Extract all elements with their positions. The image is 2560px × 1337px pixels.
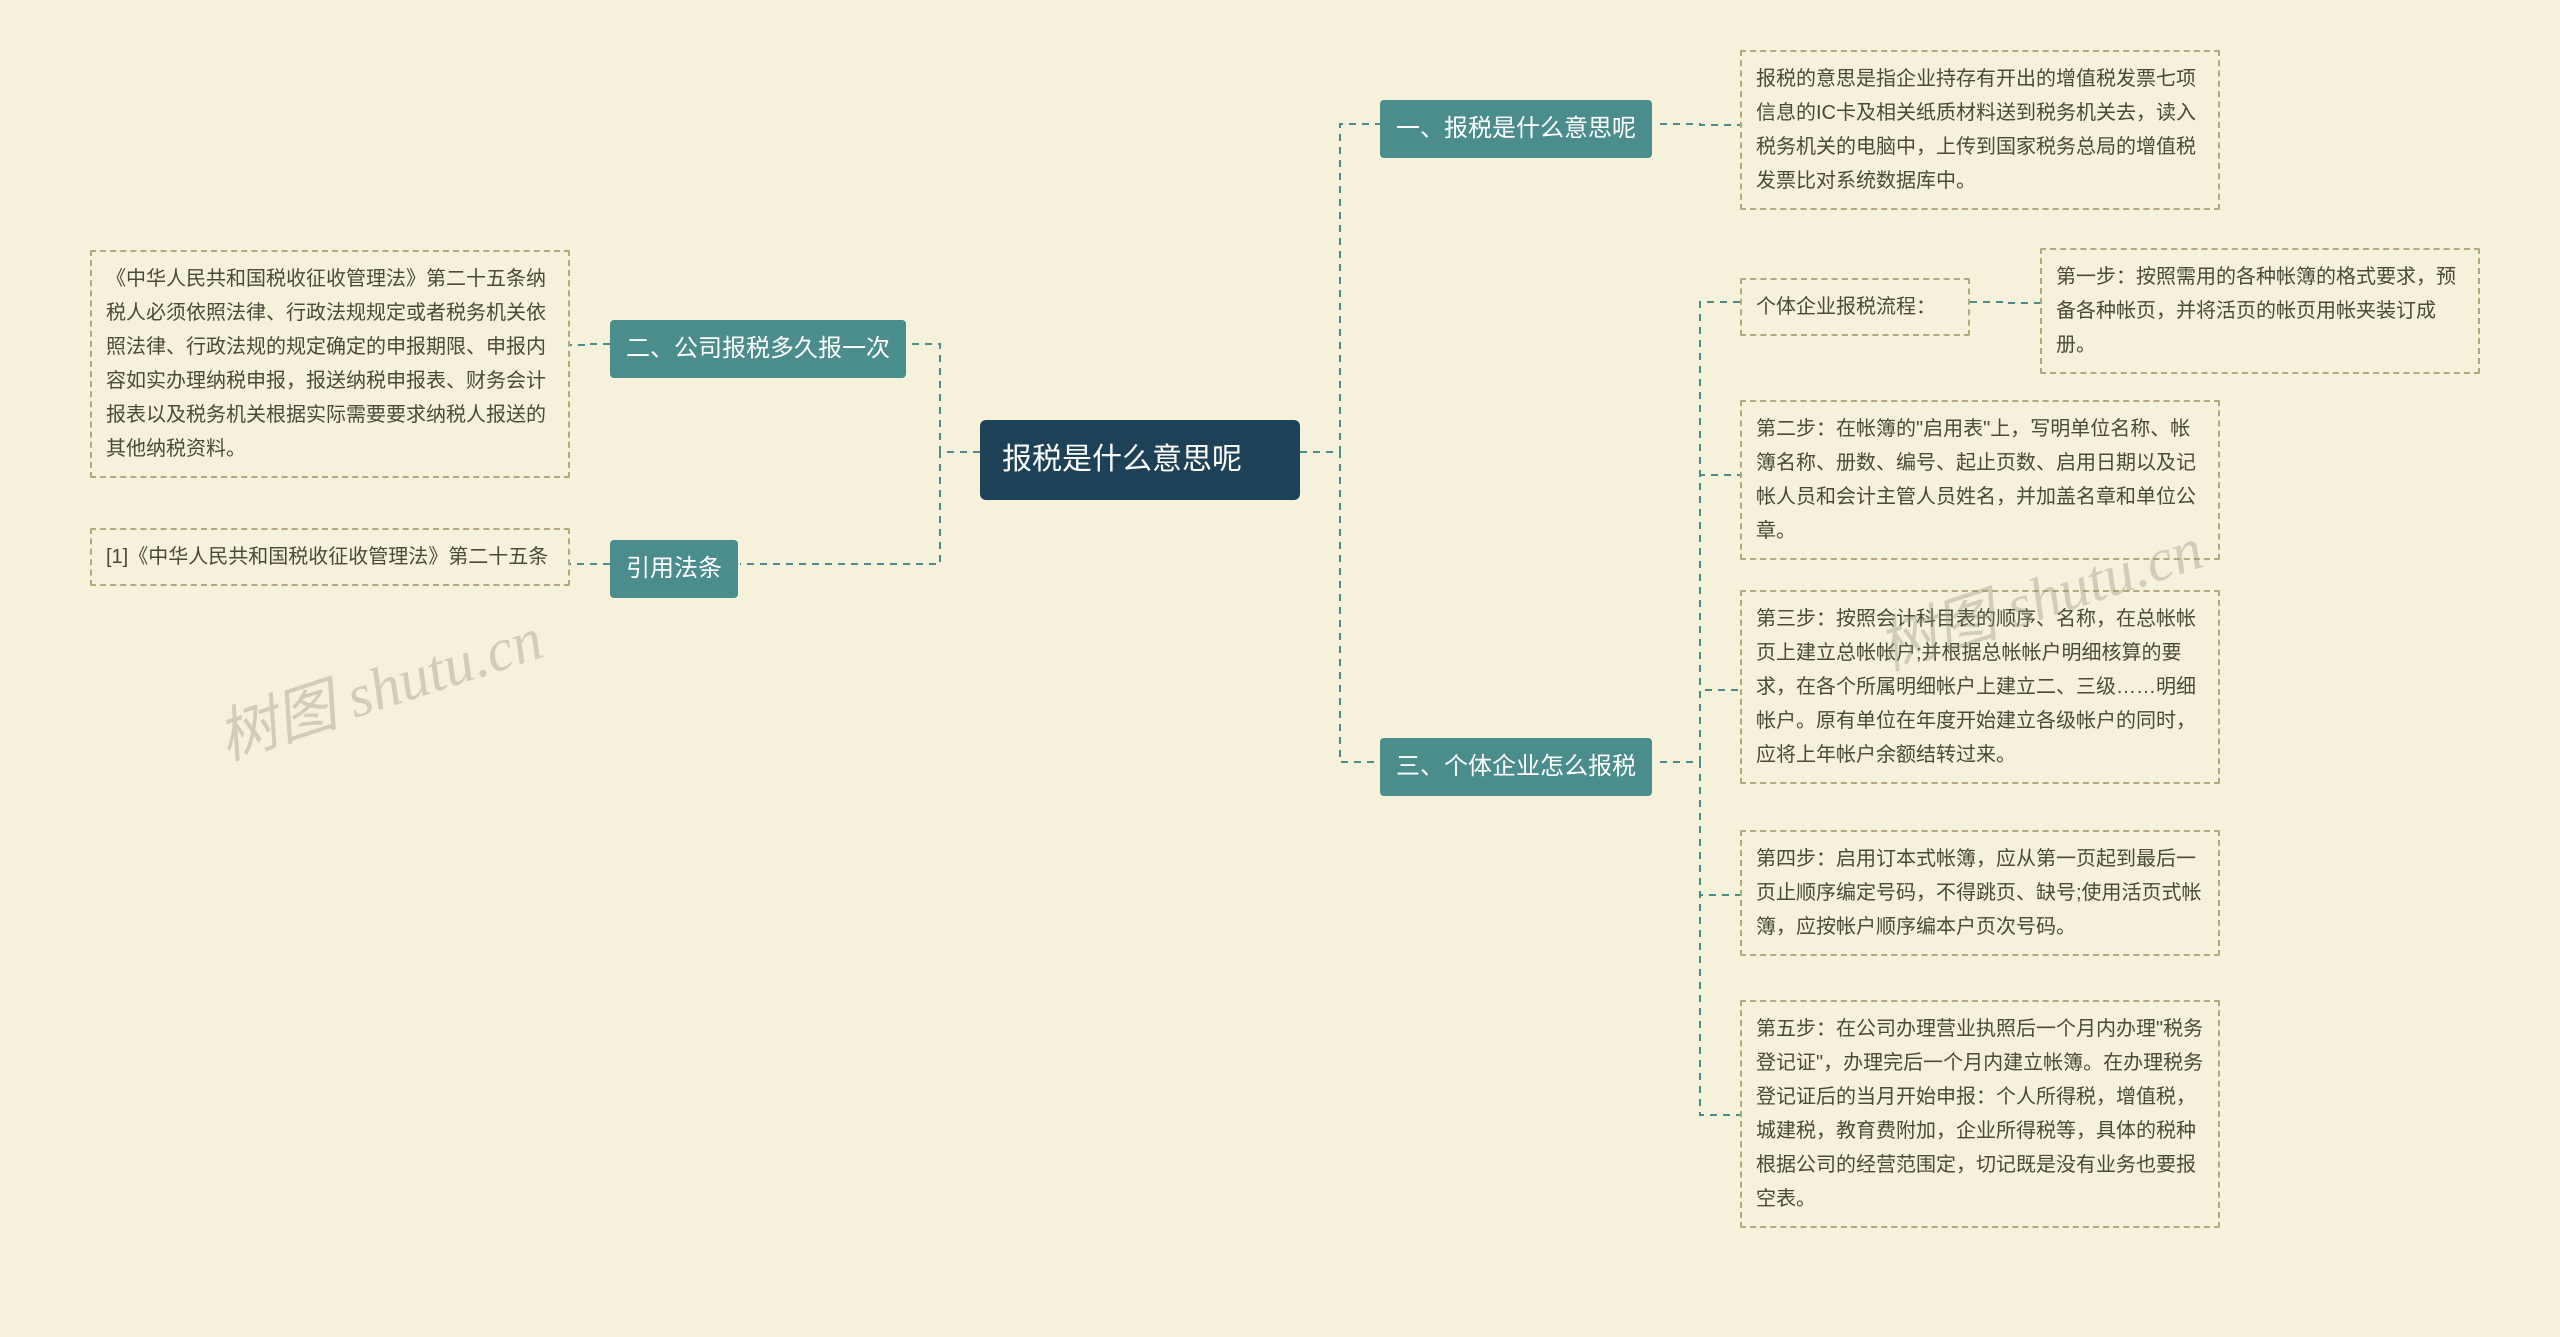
leaf-meaning-text: 报税的意思是指企业持存有开出的增值税发票七项信息的IC卡及相关纸质材料送到税务机… [1740, 50, 2220, 210]
sub-process-title: 个体企业报税流程： [1740, 278, 1970, 336]
leaf-step3: 第三步：按照会计科目表的顺序、名称，在总帐帐页上建立总帐帐户;并根据总帐帐户明细… [1740, 590, 2220, 784]
leaf-step2: 第二步：在帐簿的"启用表"上，写明单位名称、帐簿名称、册数、编号、起止页数、启用… [1740, 400, 2220, 560]
branch-individual[interactable]: 三、个体企业怎么报税 [1380, 738, 1652, 796]
branch-company-frequency[interactable]: 二、公司报税多久报一次 [610, 320, 906, 378]
branch-citation[interactable]: 引用法条 [610, 540, 738, 598]
mindmap-canvas: 报税是什么意思呢 二、公司报税多久报一次 《中华人民共和国税收征收管理法》第二十… [0, 0, 2560, 1337]
leaf-company-law: 《中华人民共和国税收征收管理法》第二十五条纳税人必须依照法律、行政法规规定或者税… [90, 250, 570, 478]
watermark: 树图 shutu.cn [205, 590, 552, 777]
leaf-step4: 第四步：启用订本式帐簿，应从第一页起到最后一页止顺序编定号码，不得跳页、缺号;使… [1740, 830, 2220, 956]
root-node[interactable]: 报税是什么意思呢 [980, 420, 1300, 500]
leaf-citation-text: [1]《中华人民共和国税收征收管理法》第二十五条 [90, 528, 570, 586]
leaf-step5: 第五步：在公司办理营业执照后一个月内办理"税务登记证"，办理完后一个月内建立帐簿… [1740, 1000, 2220, 1228]
branch-meaning[interactable]: 一、报税是什么意思呢 [1380, 100, 1652, 158]
leaf-step1: 第一步：按照需用的各种帐簿的格式要求，预备各种帐页，并将活页的帐页用帐夹装订成册… [2040, 248, 2480, 374]
